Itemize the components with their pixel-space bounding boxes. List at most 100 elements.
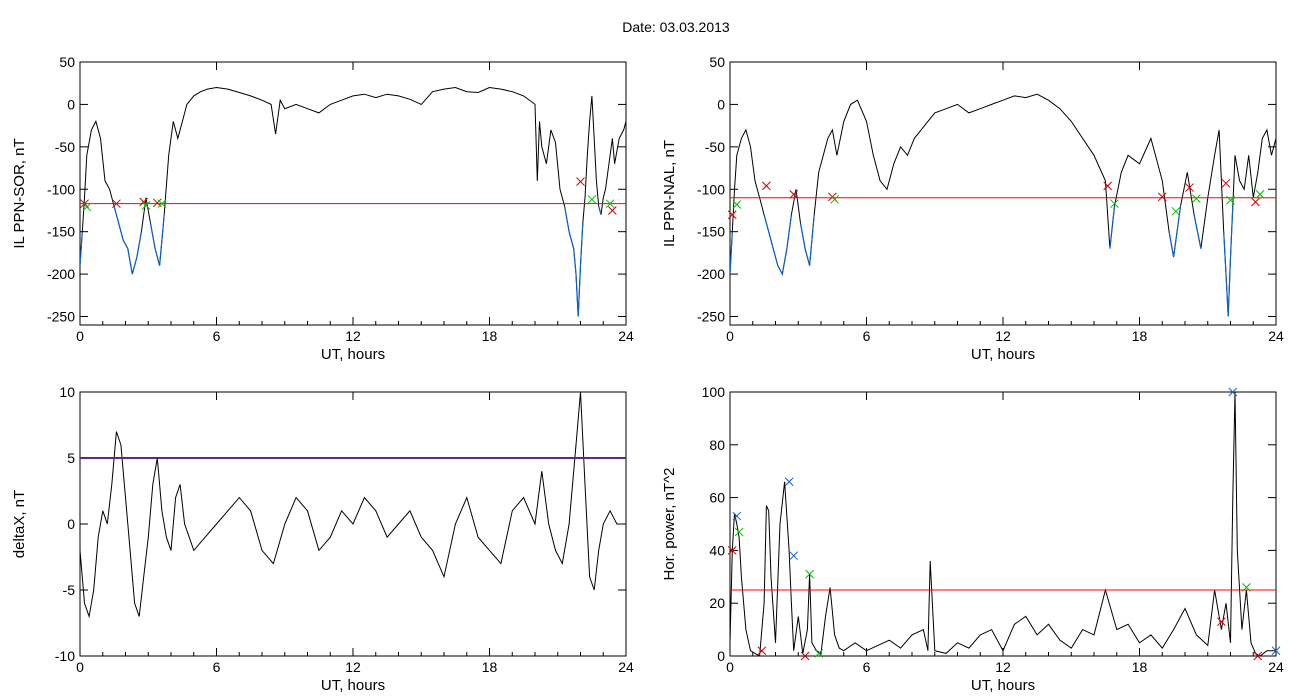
marker-red <box>800 651 810 661</box>
marker-blue <box>789 551 799 561</box>
marker-red <box>1221 178 1231 188</box>
x-tick-label: 12 <box>345 659 361 675</box>
y-tick-label: 0 <box>67 96 75 112</box>
marker-red <box>112 199 121 209</box>
marker-green <box>82 202 92 212</box>
event-segment <box>799 214 815 266</box>
marker-red <box>576 177 585 186</box>
x-axis-label: UT, hours <box>971 346 1035 363</box>
marker-green <box>587 195 597 204</box>
plot-frame <box>79 61 627 326</box>
marker-red <box>1217 617 1226 627</box>
x-tick-label: 24 <box>618 659 634 675</box>
plot-frame <box>729 61 1277 326</box>
y-tick-label: 5 <box>67 450 75 466</box>
marker-green <box>1171 206 1181 216</box>
event-segment <box>598 206 602 215</box>
y-tick-label: 50 <box>59 54 75 70</box>
y-tick-label: -100 <box>47 181 75 197</box>
marker-red <box>1251 197 1260 207</box>
marker-red <box>1253 651 1263 661</box>
marker-red <box>789 189 799 199</box>
series-line <box>80 86 626 317</box>
y-tick-label: -50 <box>705 139 725 155</box>
x-tick-label: 0 <box>76 328 84 344</box>
y-tick-label: -250 <box>47 309 75 325</box>
event-segment <box>80 231 83 266</box>
y-tick-label: -250 <box>697 309 725 325</box>
marker-red <box>727 210 737 220</box>
x-tick-label: 0 <box>726 659 734 675</box>
marker-blue <box>784 477 794 487</box>
y-axis-label: deltaX, nT <box>11 490 28 558</box>
y-tick-label: -150 <box>697 224 725 240</box>
panel-hor-power: 0 6 12 18 24 100 80 60 40 20 0 UT, hours Hor. power,… <box>661 384 1284 694</box>
event-segment <box>730 231 733 275</box>
y-tick-label: -50 <box>55 139 75 155</box>
x-tick-label: 24 <box>1268 659 1284 675</box>
marker-green <box>805 569 814 579</box>
marker-red <box>1157 192 1167 202</box>
x-tick-label: 0 <box>76 659 84 675</box>
marker-green <box>1192 194 1201 203</box>
x-tick-label: 18 <box>1132 328 1148 344</box>
x-axis-label: UT, hours <box>971 677 1035 694</box>
marker-red <box>727 546 737 555</box>
marker-green <box>1110 199 1119 209</box>
y-axis-label: IL PPN-SOR, nT <box>11 138 28 248</box>
x-tick-label: 0 <box>726 328 734 344</box>
y-tick-label: 100 <box>702 384 726 400</box>
y-tick-label: -200 <box>697 266 725 282</box>
event-segment <box>1223 206 1234 317</box>
x-tick-label: 12 <box>995 659 1011 675</box>
marker-blue <box>1271 646 1281 656</box>
y-tick-label: 40 <box>709 542 725 558</box>
y-tick-label: 80 <box>709 437 725 453</box>
y-axis-label: Hor. power, nT^2 <box>661 468 678 581</box>
y-tick-label: 20 <box>709 595 725 611</box>
event-segment <box>564 206 584 317</box>
y-tick-label: 0 <box>717 648 725 664</box>
y-tick-label: 10 <box>59 384 75 400</box>
y-tick-label: -5 <box>63 582 76 598</box>
marker-blue <box>1228 387 1238 397</box>
series-line <box>730 93 1276 317</box>
marker-green <box>157 199 167 209</box>
panel-deltax: 0 6 12 18 24 10 5 0 -5 -10 UT, hours deltaX, nT <box>11 384 634 694</box>
marker-blue <box>732 511 742 521</box>
x-tick-label: 18 <box>1132 659 1148 675</box>
y-tick-label: 0 <box>67 516 75 532</box>
marker-green <box>830 195 840 204</box>
x-tick-label: 6 <box>863 659 871 675</box>
marker-red <box>607 206 617 215</box>
event-segment <box>763 214 792 276</box>
y-axis-label: IL PPN-NAL, nT <box>661 140 678 247</box>
y-tick-label: 50 <box>709 54 725 70</box>
x-axis-label: UT, hours <box>321 677 385 694</box>
x-tick-label: 18 <box>482 659 498 675</box>
marker-red <box>1185 183 1194 192</box>
series-line <box>730 392 1276 656</box>
marker-green <box>1226 195 1235 205</box>
y-tick-label: 0 <box>717 96 725 112</box>
y-tick-label: -100 <box>697 181 725 197</box>
y-tick-label: -200 <box>47 266 75 282</box>
event-segment <box>1168 206 1182 258</box>
panel-ppn-nal: 0 6 12 18 24 50 0 -50 -100 -150 -200 -250 UT, hours I… <box>661 54 1284 363</box>
marker-green <box>1255 189 1265 199</box>
series-line <box>80 392 626 619</box>
x-tick-label: 6 <box>213 328 221 344</box>
marker-red <box>762 181 771 191</box>
marker-green <box>141 201 151 210</box>
event-segment <box>149 214 165 266</box>
x-tick-label: 24 <box>618 328 634 344</box>
marker-red <box>757 646 767 656</box>
marker-green <box>1242 583 1251 592</box>
event-segment <box>113 206 142 275</box>
marker-green <box>814 649 824 658</box>
panel-ppn-sor: 0 6 12 18 24 50 0 -50 -100 -150 -200 -250 UT, hours I… <box>11 54 634 363</box>
x-tick-label: 24 <box>1268 328 1284 344</box>
figure-title: Date: 03.03.2013 <box>622 19 730 35</box>
plot-frame <box>729 391 1277 657</box>
